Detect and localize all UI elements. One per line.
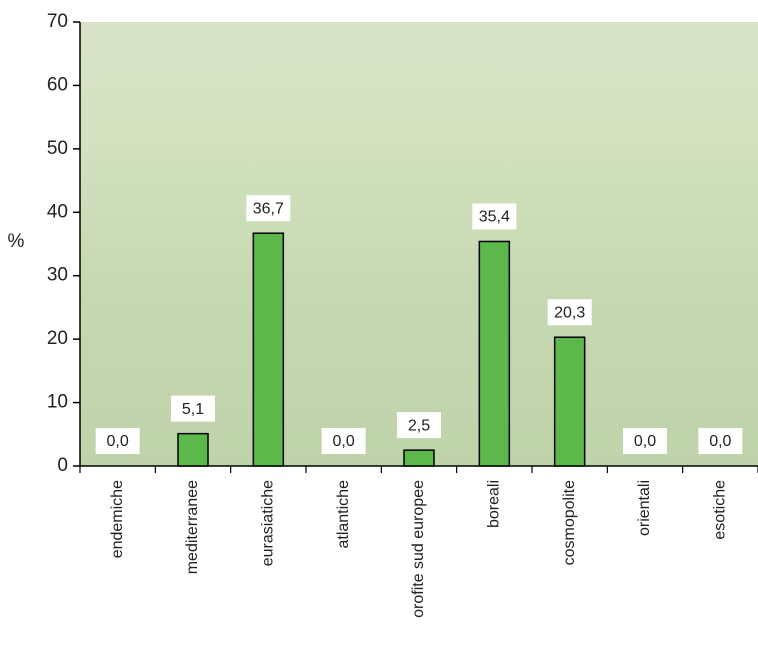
value-label-box	[623, 428, 667, 454]
x-tick-label: mediterranee	[184, 480, 201, 574]
x-tick-label: orofite sud europee	[410, 480, 427, 618]
value-label-box	[95, 428, 140, 454]
value-label: 36,7	[253, 200, 284, 217]
y-tick-label: 10	[47, 392, 68, 413]
y-tick-label: 30	[47, 265, 68, 286]
value-label: 35,4	[479, 209, 510, 226]
value-label-box	[698, 428, 743, 454]
x-tick-label: endemiche	[109, 480, 126, 558]
bar	[478, 240, 511, 467]
x-tick-label: eurasiatiche	[260, 480, 277, 566]
bar	[553, 336, 586, 467]
x-tick-label: orientali	[636, 480, 653, 536]
y-tick-label: 70	[47, 11, 68, 32]
y-tick-label: 0	[57, 455, 68, 476]
value-label-box	[171, 395, 215, 422]
value-label: 0,0	[107, 433, 129, 450]
y-tick-label: 40	[47, 201, 68, 222]
value-label: 0,0	[333, 433, 355, 450]
y-tick-label: 60	[47, 74, 68, 95]
value-label-box	[472, 203, 517, 230]
x-tick-label: cosmopolite	[561, 480, 578, 565]
y-tick-label: 50	[47, 138, 68, 159]
bar	[403, 449, 435, 467]
value-label: 2,5	[408, 417, 430, 434]
value-label-box	[547, 299, 592, 326]
value-label: 20,3	[554, 304, 585, 321]
value-label-box	[321, 428, 366, 454]
x-tick-label: atlantiche	[335, 480, 352, 549]
x-tick-label: boreali	[486, 480, 503, 528]
value-label-box	[397, 412, 441, 439]
y-axis-label: %	[8, 231, 25, 252]
bar	[252, 232, 285, 467]
value-label: 0,0	[634, 433, 656, 450]
x-tick-label: esotiche	[712, 480, 729, 540]
plot-background	[80, 22, 758, 466]
value-label-box	[246, 195, 291, 222]
y-tick-label: 20	[47, 328, 68, 349]
value-label: 5,1	[182, 401, 204, 418]
bar	[177, 432, 209, 467]
value-label: 0,0	[709, 433, 731, 450]
